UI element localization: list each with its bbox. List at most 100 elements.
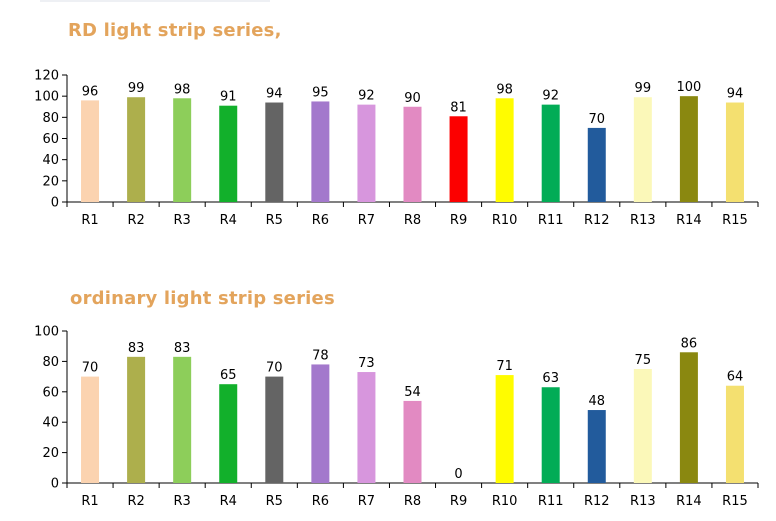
y-tick-label: 20 <box>42 174 59 189</box>
data-label-r6: 78 <box>312 348 329 363</box>
bar-r10 <box>495 375 514 483</box>
bar-r8 <box>403 106 422 202</box>
data-label-r4: 91 <box>220 90 237 105</box>
bar-r7 <box>357 372 376 483</box>
bar-r13 <box>633 97 652 202</box>
y-tick-label: 120 <box>34 69 59 84</box>
x-tick-label-r12: R12 <box>584 213 610 228</box>
x-tick-label-r10: R10 <box>492 213 518 228</box>
data-label-r5: 94 <box>266 87 283 102</box>
top-decorative-line <box>40 0 270 2</box>
bar-r9 <box>449 116 468 202</box>
data-label-r11: 63 <box>542 371 559 386</box>
data-label-r15: 94 <box>727 87 744 102</box>
x-tick-label-r7: R7 <box>358 213 375 228</box>
bar-r5 <box>265 376 284 483</box>
y-tick-label: 60 <box>42 385 59 400</box>
bar-r3 <box>173 98 192 202</box>
bar-r8 <box>403 400 422 483</box>
data-label-r7: 73 <box>358 356 375 371</box>
chart-1-title: RD light strip series, <box>68 20 282 41</box>
data-label-r2: 83 <box>128 341 145 356</box>
x-tick-label-r15: R15 <box>722 213 748 228</box>
x-tick-label-r3: R3 <box>174 213 191 228</box>
bar-r6 <box>311 364 330 483</box>
x-tick-label-r6: R6 <box>312 213 329 228</box>
bar-r4 <box>219 105 238 202</box>
chart-2-ordinary-light-strip: 0 20 40 60 80 100 70 R1 83 R2 83 R3 65 R4 70 R5 78 R6 73 R7… <box>34 325 759 509</box>
y-tick-label: 100 <box>34 90 59 105</box>
x-tick-label-r12: R12 <box>584 494 610 509</box>
y-tick-label: 0 <box>51 477 59 492</box>
x-tick-label-r15: R15 <box>722 494 748 509</box>
y-tick-label: 60 <box>42 132 59 147</box>
bar-r12 <box>587 127 606 202</box>
y-tick-label: 40 <box>42 416 59 431</box>
x-tick-label-r13: R13 <box>630 494 656 509</box>
y-tick-label: 100 <box>34 325 59 340</box>
x-tick-label-r4: R4 <box>220 494 237 509</box>
y-tick-label: 80 <box>42 111 59 126</box>
bar-r6 <box>311 101 330 202</box>
x-tick-label-r9: R9 <box>450 213 467 228</box>
x-tick-label-r10: R10 <box>492 494 518 509</box>
chart-2-title: ordinary light strip series <box>70 288 335 309</box>
x-tick-label-r11: R11 <box>538 494 564 509</box>
data-label-r13: 99 <box>635 81 652 96</box>
x-tick-label-r11: R11 <box>538 213 564 228</box>
x-tick-label-r8: R8 <box>404 494 421 509</box>
x-tick-label-r4: R4 <box>220 213 237 228</box>
bar-r13 <box>633 369 652 483</box>
x-tick-label-r3: R3 <box>174 494 191 509</box>
data-label-r12: 48 <box>588 394 605 409</box>
x-tick-label-r14: R14 <box>676 213 702 228</box>
bar-r1 <box>81 100 100 202</box>
data-label-r10: 71 <box>496 359 513 374</box>
bar-r5 <box>265 102 284 202</box>
data-label-r14: 86 <box>681 336 698 351</box>
bar-r1 <box>81 376 100 483</box>
bar-r2 <box>127 356 146 483</box>
data-label-r15: 64 <box>727 370 744 385</box>
data-label-r6: 95 <box>312 85 329 100</box>
bar-r10 <box>495 98 514 202</box>
data-label-r8: 54 <box>404 385 421 400</box>
x-tick-label-r2: R2 <box>127 494 144 509</box>
x-tick-label-r6: R6 <box>312 494 329 509</box>
data-label-r9: 0 <box>454 467 462 482</box>
x-tick-label-r1: R1 <box>81 494 98 509</box>
x-tick-label-r2: R2 <box>127 213 144 228</box>
data-label-r9: 81 <box>450 100 467 115</box>
data-label-r14: 100 <box>676 80 701 95</box>
data-label-r2: 99 <box>128 81 145 96</box>
data-label-r3: 83 <box>174 341 191 356</box>
y-tick-label: 0 <box>51 196 59 211</box>
bar-r2 <box>127 97 146 202</box>
data-label-r13: 75 <box>635 353 652 368</box>
data-label-r1: 70 <box>82 361 99 376</box>
x-tick-label-r5: R5 <box>266 213 283 228</box>
x-tick-label-r14: R14 <box>676 494 702 509</box>
chart-1-rd-light-strip: 0 20 40 60 80 100 120 96 R1 99 R2 98 R3 91 R4 94 R5 95 R6 9… <box>34 69 759 228</box>
bar-r15 <box>725 102 744 202</box>
bar-r3 <box>173 356 192 483</box>
data-label-r4: 65 <box>220 368 237 383</box>
data-label-r7: 92 <box>358 89 375 104</box>
x-tick-label-r1: R1 <box>81 213 98 228</box>
x-tick-label-r5: R5 <box>266 494 283 509</box>
y-tick-label: 20 <box>42 446 59 461</box>
x-tick-label-r7: R7 <box>358 494 375 509</box>
x-tick-label-r8: R8 <box>404 213 421 228</box>
bar-r14 <box>679 96 698 202</box>
bar-r11 <box>541 387 560 483</box>
bar-r12 <box>587 410 606 483</box>
data-label-r12: 70 <box>588 112 605 127</box>
bar-r11 <box>541 104 560 202</box>
data-label-r1: 96 <box>82 84 99 99</box>
data-label-r8: 90 <box>404 91 421 106</box>
data-label-r5: 70 <box>266 361 283 376</box>
bar-r15 <box>725 385 744 483</box>
data-label-r11: 92 <box>542 89 559 104</box>
x-tick-label-r9: R9 <box>450 494 467 509</box>
bar-r14 <box>679 352 698 483</box>
